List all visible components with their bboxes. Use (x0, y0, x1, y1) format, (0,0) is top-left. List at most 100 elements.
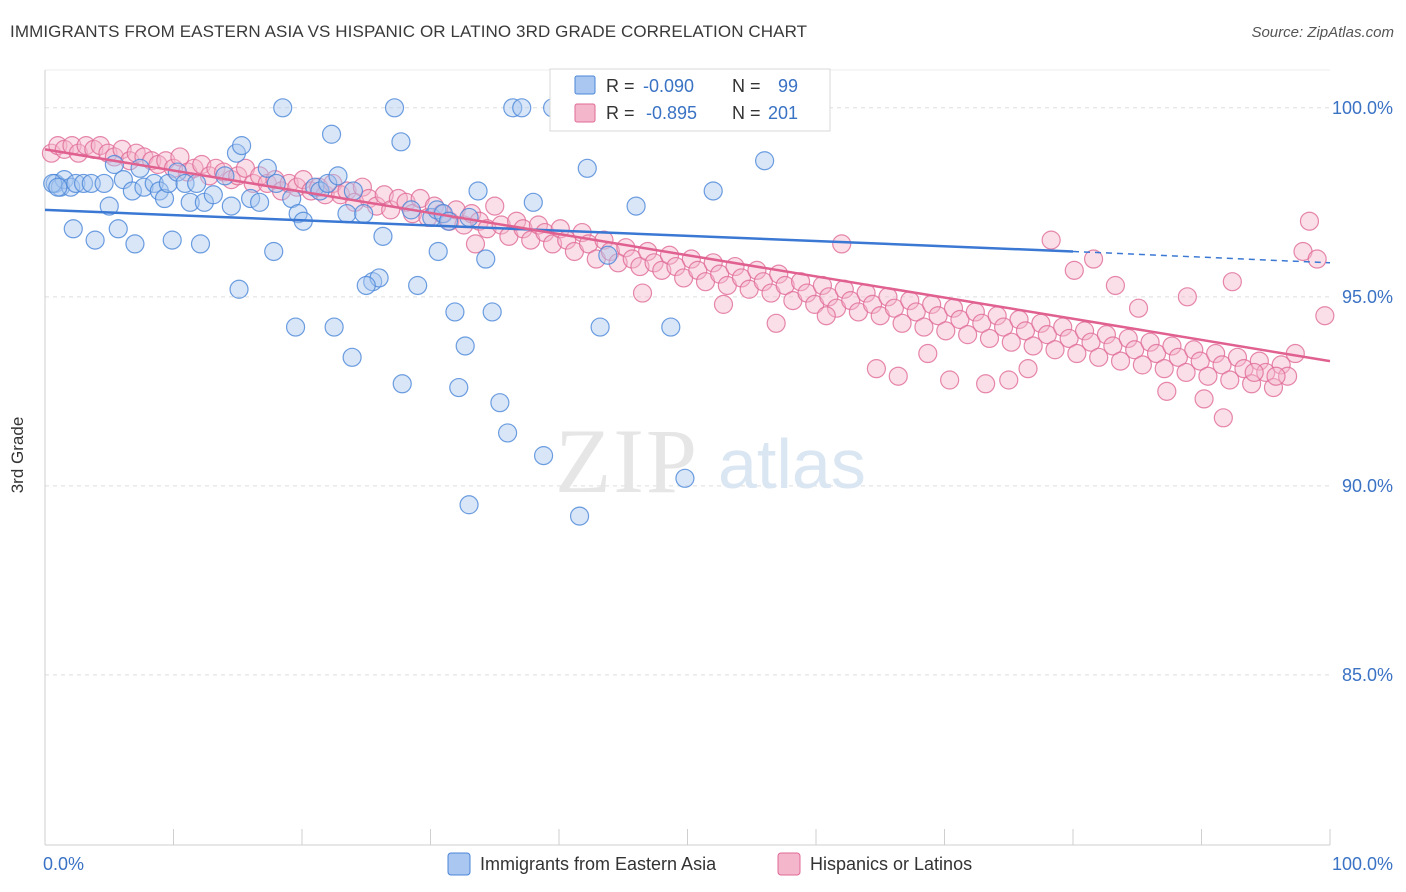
scatter-point (468, 181, 488, 201)
scatter-point (1157, 381, 1177, 401)
scatter-point (1220, 370, 1240, 390)
scatter-point (1244, 362, 1264, 383)
scatter-point (976, 374, 996, 394)
scatter-point (1140, 332, 1160, 352)
scatter-point (321, 124, 342, 144)
scatter-point (958, 325, 978, 345)
scatter-point (1242, 374, 1262, 394)
scatter-point (892, 313, 912, 333)
watermark-atlas: atlas (718, 425, 866, 503)
stats-r-label-blue: R = (606, 76, 635, 96)
scatter-point (1110, 351, 1131, 371)
scatter-point (343, 181, 363, 201)
scatter-point (1206, 343, 1226, 364)
scatter-point (1315, 306, 1335, 326)
scatter-point (392, 374, 412, 394)
scatter-point (162, 230, 182, 250)
scatter-point (257, 158, 277, 178)
scatter-point (1023, 336, 1043, 356)
source-label: Source: ZipAtlas.com (1251, 24, 1394, 41)
watermark: ZIP atlas (555, 410, 866, 512)
scatter-point (1234, 359, 1254, 379)
scatter-point (1128, 298, 1149, 318)
scatter-point (63, 219, 83, 239)
scatter-point (819, 287, 839, 307)
trend-line (44, 208, 1074, 253)
scatter-point (490, 393, 510, 413)
scatter-point (841, 291, 861, 311)
scatter-point (428, 241, 448, 262)
scatter-point (1266, 366, 1286, 386)
scatter-point (1249, 351, 1269, 371)
trend-line (44, 148, 1331, 363)
y-tick-label: 95.0% (1342, 287, 1393, 307)
scatter-point (999, 370, 1019, 390)
scatter-point (1194, 389, 1214, 409)
scatter-point (569, 506, 590, 526)
stats-swatch-blue (574, 75, 596, 95)
scatter-point (221, 196, 241, 216)
scatter-point (154, 188, 175, 209)
scatter-point (449, 377, 469, 398)
stats-r-value-blue: -0.090 (643, 76, 694, 96)
scatter-point (134, 177, 154, 197)
scatter-point (1067, 343, 1087, 364)
scatter-point (666, 256, 686, 277)
stats-swatch-pink (574, 103, 596, 123)
scatter-point (1105, 275, 1126, 296)
scatter-point (229, 279, 249, 299)
scatter-point (1103, 336, 1123, 356)
stats-n-label-blue: N = (732, 76, 761, 96)
scatter-point (1018, 359, 1038, 379)
trend-lines (44, 148, 1331, 363)
scatter-point (1299, 211, 1320, 231)
scatter-point (1190, 351, 1210, 371)
scatter-point (43, 173, 63, 194)
scatter-point (832, 234, 852, 254)
scatter-point (1132, 355, 1152, 375)
scatter-point (1162, 336, 1182, 356)
scatter-point (731, 268, 752, 288)
bottom-legend: Immigrants from Eastern Asia Hispanics o… (447, 852, 972, 876)
scatter-point (766, 313, 786, 333)
scatter-point (523, 192, 543, 212)
scatter-point (644, 253, 664, 273)
scatter-point (66, 173, 86, 194)
stats-legend: R = -0.090 N = 99 R = -0.895 N = 201 (549, 68, 831, 132)
scatter-point (476, 249, 496, 269)
watermark-zip: ZIP (555, 410, 699, 512)
scatter-point (112, 139, 132, 159)
scatter-point (652, 260, 672, 280)
scatter-point (1168, 347, 1188, 367)
scatter-point (928, 306, 948, 326)
tick-labels: 85.0% 90.0% 95.0% 100.0% 0.0% 100.0% (43, 98, 1393, 874)
scatter-point (264, 241, 284, 262)
y-tick-label: 100.0% (1332, 98, 1393, 118)
scatter-point (1177, 287, 1197, 307)
scatter-point (190, 234, 211, 254)
scatter-point (54, 170, 74, 190)
scatter-point (1125, 340, 1145, 360)
scatter-point (498, 423, 518, 443)
scatter-point (1037, 325, 1057, 345)
scatter-point (1096, 325, 1117, 345)
scatter-point (1083, 249, 1104, 269)
scatter-point (373, 226, 393, 246)
scatter-point (512, 98, 532, 118)
scatter-point (866, 359, 886, 379)
scatter-point (1059, 328, 1079, 349)
scatter-point (1263, 377, 1284, 398)
scatter-point (408, 275, 428, 296)
scatter-point (622, 249, 642, 269)
scatter-point (1064, 260, 1084, 280)
scatter-point (203, 185, 223, 205)
stats-n-value-pink: 201 (768, 103, 798, 123)
scatter-point (753, 272, 773, 292)
scatter-point (797, 283, 817, 303)
scatter-point (1222, 272, 1242, 292)
scatter-point (187, 173, 207, 194)
scatter-point (630, 256, 650, 277)
scatter-point (273, 98, 293, 118)
scatter-point (1176, 362, 1196, 383)
